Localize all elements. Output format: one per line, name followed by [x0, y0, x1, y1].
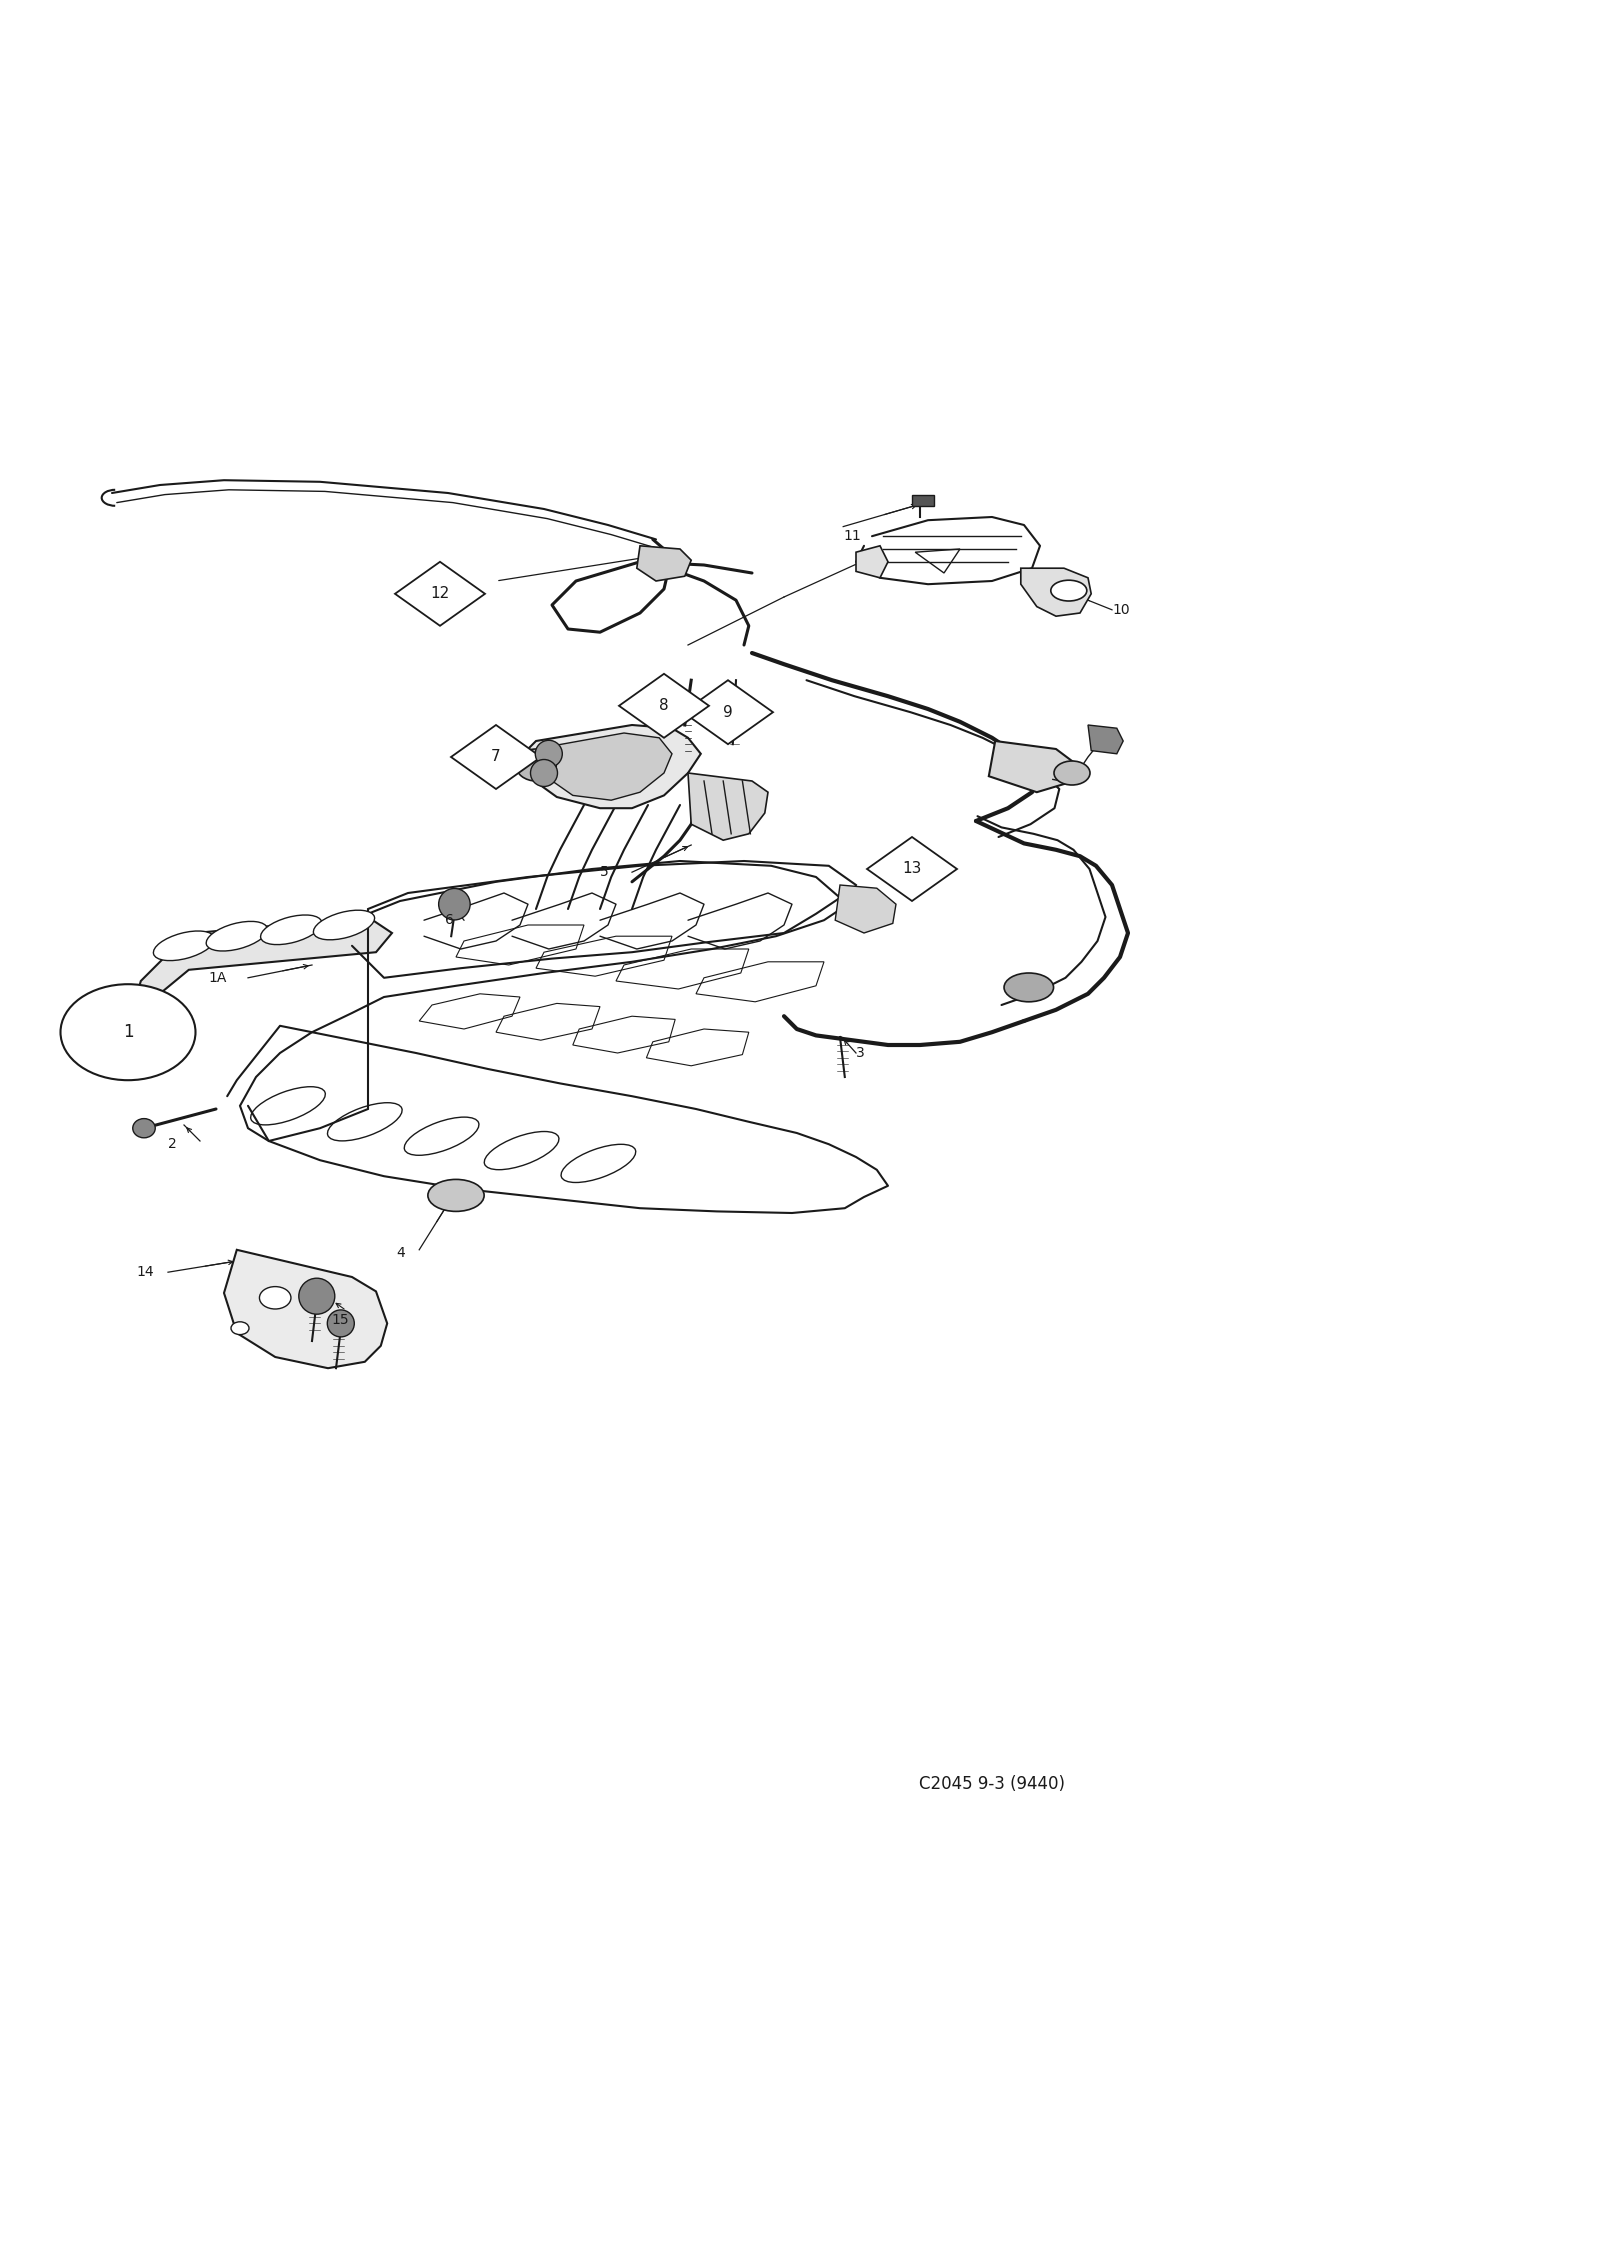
Ellipse shape — [515, 749, 557, 781]
Ellipse shape — [259, 1287, 291, 1310]
Text: 13: 13 — [902, 862, 922, 878]
Polygon shape — [989, 740, 1075, 792]
Text: 14: 14 — [136, 1265, 154, 1280]
Text: 8: 8 — [659, 698, 669, 713]
Polygon shape — [520, 724, 701, 808]
Polygon shape — [1021, 569, 1091, 616]
Text: C2045 9-3 (9440): C2045 9-3 (9440) — [918, 1775, 1066, 1793]
Circle shape — [438, 889, 470, 920]
Ellipse shape — [206, 922, 267, 952]
Polygon shape — [451, 724, 541, 790]
Text: 11: 11 — [843, 529, 861, 542]
Polygon shape — [688, 774, 768, 839]
Text: 12: 12 — [430, 587, 450, 601]
Text: 15: 15 — [331, 1314, 349, 1328]
Polygon shape — [131, 918, 392, 1017]
Circle shape — [536, 740, 562, 767]
Circle shape — [531, 760, 557, 787]
Polygon shape — [541, 734, 672, 801]
Polygon shape — [683, 680, 773, 745]
Ellipse shape — [154, 932, 214, 961]
Polygon shape — [619, 673, 709, 738]
Polygon shape — [867, 837, 957, 900]
Polygon shape — [395, 562, 485, 626]
Ellipse shape — [427, 1179, 485, 1210]
Text: 2: 2 — [168, 1136, 176, 1152]
Ellipse shape — [61, 983, 195, 1080]
Text: 3: 3 — [856, 1046, 864, 1060]
Text: 5: 5 — [600, 866, 608, 880]
Circle shape — [299, 1278, 334, 1314]
Ellipse shape — [314, 911, 374, 940]
Ellipse shape — [1051, 580, 1086, 601]
Text: 7: 7 — [491, 749, 501, 765]
Text: 6: 6 — [445, 914, 454, 927]
Ellipse shape — [1005, 972, 1053, 1001]
FancyBboxPatch shape — [912, 495, 934, 506]
Polygon shape — [637, 547, 691, 580]
Polygon shape — [224, 1249, 387, 1368]
Text: 1: 1 — [123, 1024, 133, 1042]
Polygon shape — [856, 547, 888, 578]
Text: 9: 9 — [723, 704, 733, 720]
Ellipse shape — [133, 1118, 155, 1138]
Ellipse shape — [230, 1321, 250, 1334]
Circle shape — [328, 1310, 354, 1336]
Ellipse shape — [1054, 760, 1090, 785]
Polygon shape — [1088, 724, 1123, 754]
Text: 4: 4 — [397, 1246, 405, 1260]
Ellipse shape — [261, 916, 322, 945]
Text: 10: 10 — [1112, 603, 1130, 616]
Polygon shape — [835, 884, 896, 934]
Text: 1A: 1A — [208, 970, 226, 986]
